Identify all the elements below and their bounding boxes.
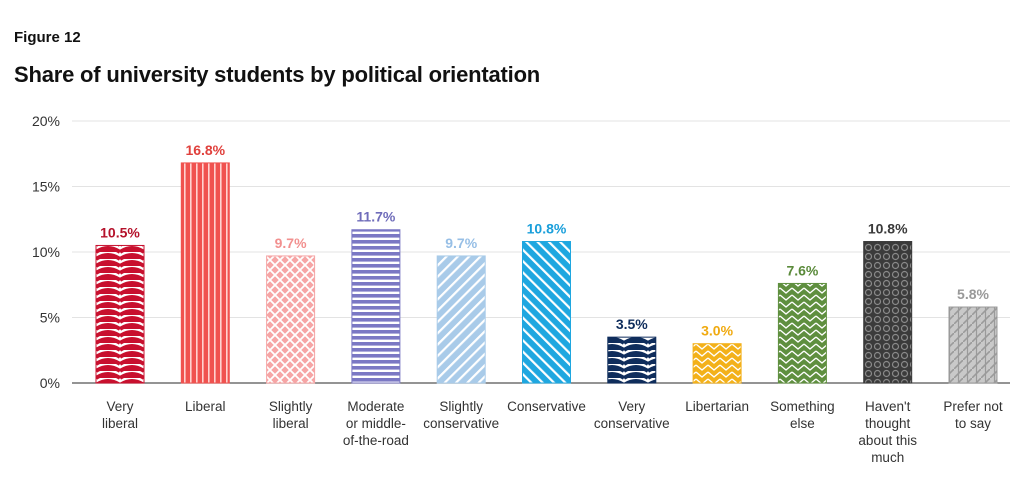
- bars: [95, 162, 998, 384]
- value-label: 7.6%: [786, 262, 818, 278]
- y-tick-label: 15%: [32, 179, 60, 195]
- figure-label: Figure 12: [14, 29, 81, 46]
- y-tick-label: 0%: [40, 375, 60, 391]
- y-tick-label: 10%: [32, 244, 60, 260]
- bar: [692, 343, 742, 384]
- category-label: Slightly conservative: [423, 399, 499, 431]
- bar: [95, 244, 145, 384]
- value-label: 10.8%: [868, 221, 908, 237]
- value-label: 3.0%: [701, 323, 733, 339]
- category-label: Haven't thought about this much: [858, 399, 917, 465]
- bar: [948, 306, 998, 384]
- category-label: Very liberal: [102, 399, 138, 431]
- value-label: 11.7%: [356, 209, 395, 225]
- bar: [351, 229, 401, 384]
- value-label: 16.8%: [185, 142, 225, 158]
- y-tick-label: 5%: [40, 310, 60, 326]
- category-label: Slightly liberal: [269, 399, 313, 431]
- chart-title: Share of university students by politica…: [14, 62, 541, 87]
- value-labels: 10.5% 16.8% 9.7% 11.7% 9.7% 10.8% 3.5% 3.0% 7.6%…: [100, 142, 989, 339]
- bar: [266, 255, 316, 384]
- category-label: Libertarian: [685, 399, 749, 414]
- value-label: 9.7%: [445, 235, 477, 251]
- y-axis-ticks: 0% 5% 10% 15% 20%: [32, 113, 60, 391]
- value-label: 5.8%: [957, 286, 989, 302]
- category-label: Prefer not to say: [943, 399, 1003, 431]
- bar: [436, 255, 486, 384]
- value-label: 9.7%: [275, 235, 307, 251]
- bar: [522, 241, 571, 384]
- category-labels: Very liberal Liberal Slightly liberal Moderat…: [102, 399, 1003, 465]
- category-label: Something else: [770, 399, 835, 431]
- bar: [863, 241, 913, 384]
- category-label: Liberal: [185, 399, 226, 414]
- category-label: Moderate or middle-of-the-road: [343, 399, 409, 448]
- value-label: 3.5%: [616, 316, 648, 332]
- bar: [607, 336, 657, 384]
- value-label: 10.5%: [100, 224, 140, 240]
- bar: [180, 162, 230, 384]
- bar: [777, 282, 827, 384]
- category-label: Conservative: [507, 399, 586, 414]
- value-label: 10.8%: [527, 221, 567, 237]
- category-label: Very conservative: [594, 399, 670, 431]
- y-tick-label: 20%: [32, 113, 60, 129]
